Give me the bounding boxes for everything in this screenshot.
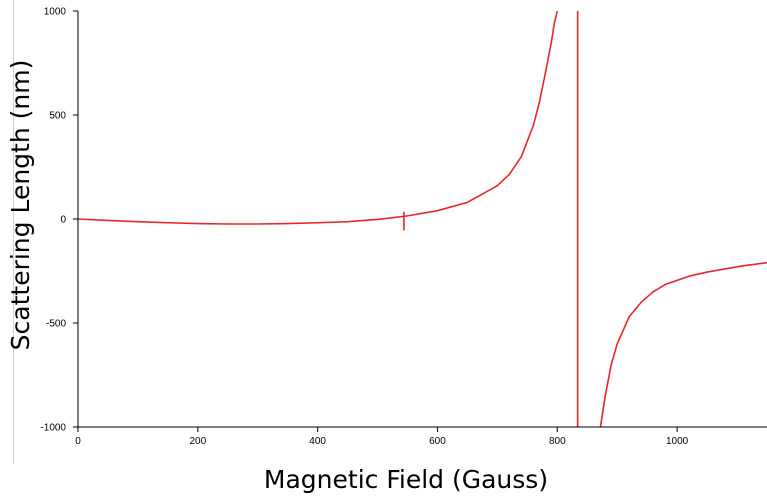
- x-tick-label: 1000: [666, 436, 689, 447]
- x-tick-label: 800: [549, 436, 566, 447]
- x-tick-label: 600: [429, 436, 446, 447]
- x-axis-label: Magnetic Field (Gauss): [264, 465, 548, 494]
- x-ticks: 0 200 400 600 800 1000: [75, 427, 689, 447]
- axes: [77, 11, 767, 428]
- y-tick-label: 500: [49, 111, 66, 122]
- x-tick-label: 400: [309, 436, 326, 447]
- y-tick-label: 1000: [44, 7, 67, 18]
- y-ticks: 1000 500 0 -500 -1000: [40, 7, 78, 434]
- x-tick-label: 0: [75, 436, 81, 447]
- curve-right-branch: [599, 261, 767, 428]
- x-tick-label: 200: [189, 436, 206, 447]
- left-border-line: [13, 0, 14, 464]
- y-tick-label: 0: [60, 215, 66, 226]
- y-axis-label: Scattering Length (nm): [6, 60, 35, 351]
- plot-area: [77, 10, 767, 428]
- y-tick-label: -500: [46, 319, 66, 330]
- curve-left-branch: [77, 10, 559, 225]
- y-tick-label: -1000: [40, 423, 66, 434]
